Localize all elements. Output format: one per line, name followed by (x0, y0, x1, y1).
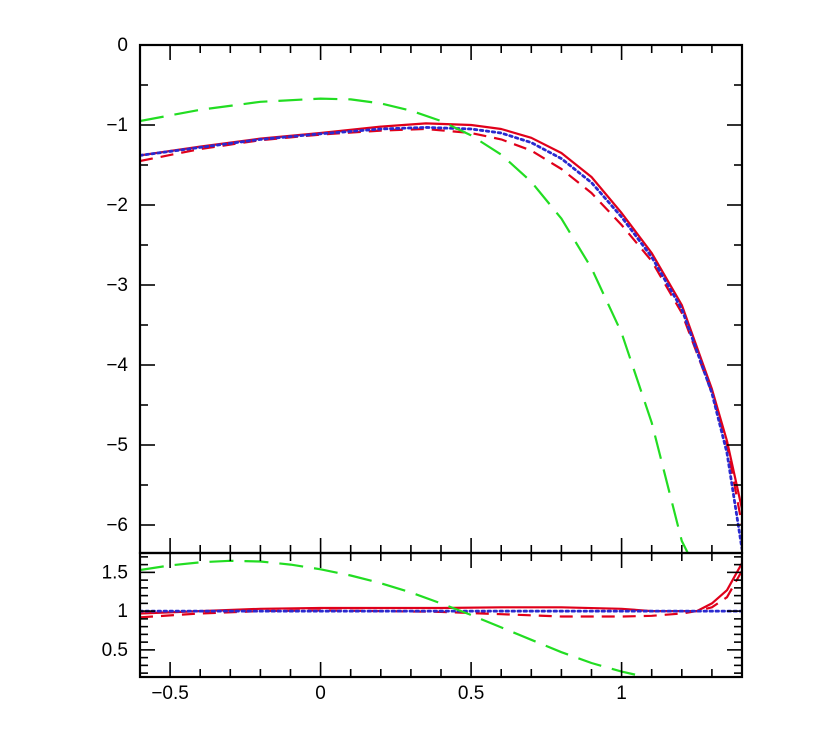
series-line-dashed-1 (140, 127, 742, 526)
y-tick-label: −5 (106, 435, 128, 456)
series-line-solid-0 (140, 562, 742, 615)
x-tick-label: 0.5 (458, 683, 484, 704)
y-tick-label: 0 (117, 35, 128, 56)
series-line-dashed-1 (140, 570, 742, 619)
y-tick-label: 1 (117, 601, 128, 622)
y-tick-label: −4 (106, 355, 128, 376)
series-group (140, 97, 742, 553)
plot-frame (138, 551, 744, 679)
x-tick-label: 1 (616, 683, 627, 704)
series-group (140, 559, 742, 677)
y-tick-label: −6 (106, 515, 128, 536)
main-panel: 0 −1 −2 −3 −4 −5 −6 (106, 35, 744, 555)
y-tick-label: 0.5 (102, 640, 128, 661)
series-line-longdash-3 (140, 559, 646, 677)
y-tick-label: −1 (106, 115, 128, 136)
x-tick-label: 0 (315, 683, 326, 704)
series-line-dotted-2 (140, 126, 742, 551)
y-tick-label: −2 (106, 195, 128, 216)
plot-frame (138, 43, 744, 555)
y-tick-label: −3 (106, 275, 128, 296)
y-tick-label: 1.5 (102, 562, 128, 583)
series-line-longdash-3 (140, 97, 689, 553)
ratio-panel: 1.5 1 0.5 −0.5 0 0.5 1 (102, 551, 744, 704)
series-line-solid-0 (140, 122, 742, 510)
x-tick-label: −0.5 (151, 683, 189, 704)
